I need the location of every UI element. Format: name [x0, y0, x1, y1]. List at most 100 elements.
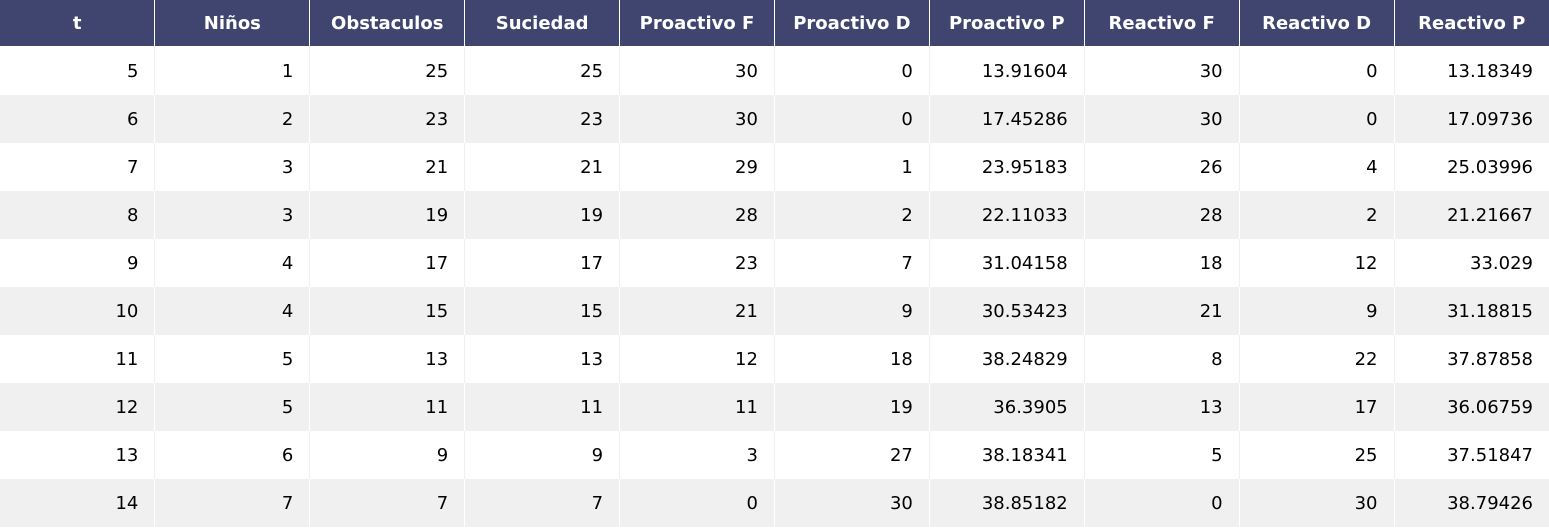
table-cell: 31.18815	[1394, 287, 1549, 335]
table-cell: 9	[464, 431, 621, 479]
table-cell: 9	[774, 287, 930, 335]
table-cell: 13	[0, 431, 156, 479]
table-cell: 36.3905	[929, 383, 1085, 431]
table-cell: 38.79426	[1394, 479, 1549, 527]
table-cell: 14	[0, 479, 156, 527]
table-cell: 29	[619, 143, 775, 191]
table-cell: 21	[619, 287, 775, 335]
table-cell: 9	[1239, 287, 1395, 335]
table-cell: 11	[0, 335, 156, 383]
table-cell: 11	[619, 383, 775, 431]
table-cell: 8	[1084, 335, 1240, 383]
column-header-t[interactable]: t	[0, 0, 156, 47]
table-cell: 23	[464, 95, 621, 143]
table-cell: 19	[309, 191, 466, 239]
table-cell: 38.24829	[929, 335, 1085, 383]
table-cell: 28	[619, 191, 775, 239]
table-cell: 17.09736	[1394, 95, 1549, 143]
table-cell: 21.21667	[1394, 191, 1549, 239]
table-cell: 13	[1084, 383, 1240, 431]
table-cell: 26	[1084, 143, 1240, 191]
table-cell: 23	[309, 95, 466, 143]
table-cell: 12	[1239, 239, 1395, 287]
table-cell: 7	[774, 239, 930, 287]
column-header-reactivo-f[interactable]: Reactivo F	[1084, 0, 1240, 47]
table-row: 10 4 15 15 21 9 30.53423 21 9 31.18815	[0, 287, 1549, 335]
table-cell: 4	[1239, 143, 1395, 191]
table-cell: 38.85182	[929, 479, 1085, 527]
table-cell: 5	[154, 383, 311, 431]
column-header-suciedad[interactable]: Suciedad	[464, 0, 621, 47]
table-cell: 5	[154, 335, 311, 383]
table-cell: 30	[1084, 95, 1240, 143]
table-cell: 0	[619, 479, 775, 527]
table-cell: 17	[309, 239, 466, 287]
table-cell: 18	[1084, 239, 1240, 287]
table-cell: 31.04158	[929, 239, 1085, 287]
table-cell: 13.91604	[929, 46, 1085, 95]
table-cell: 25	[1239, 431, 1395, 479]
table-row: 8 3 19 19 28 2 22.11033 28 2 21.21667	[0, 191, 1549, 239]
table-cell: 22.11033	[929, 191, 1085, 239]
table-cell: 27	[774, 431, 930, 479]
table-cell: 19	[464, 191, 621, 239]
table-cell: 13.18349	[1394, 46, 1549, 95]
table-cell: 2	[154, 95, 311, 143]
table-cell: 13	[309, 335, 466, 383]
column-header-proactivo-d[interactable]: Proactivo D	[774, 0, 930, 47]
table-cell: 0	[774, 95, 930, 143]
table-cell: 36.06759	[1394, 383, 1549, 431]
table-cell: 4	[154, 287, 311, 335]
table-cell: 9	[0, 239, 156, 287]
table-row: 13 6 9 9 3 27 38.18341 5 25 37.51847	[0, 431, 1549, 479]
table-cell: 12	[0, 383, 156, 431]
column-header-reactivo-d[interactable]: Reactivo D	[1239, 0, 1395, 47]
table-cell: 9	[309, 431, 466, 479]
table-cell: 28	[1084, 191, 1240, 239]
table-cell: 6	[154, 431, 311, 479]
column-header-reactivo-p[interactable]: Reactivo P	[1394, 0, 1549, 47]
table-cell: 0	[1239, 95, 1395, 143]
table-cell: 11	[309, 383, 466, 431]
column-header-ninos[interactable]: Niños	[154, 0, 311, 47]
table-row: 14 7 7 7 0 30 38.85182 0 30 38.79426	[0, 479, 1549, 527]
table-cell: 21	[1084, 287, 1240, 335]
header-row: t Niños Obstaculos Suciedad Proactivo F …	[0, 0, 1549, 47]
table-cell: 7	[154, 479, 311, 527]
table-cell: 6	[0, 95, 156, 143]
table-cell: 7	[309, 479, 466, 527]
table-cell: 30	[619, 95, 775, 143]
column-header-proactivo-p[interactable]: Proactivo P	[929, 0, 1085, 47]
table-cell: 25.03996	[1394, 143, 1549, 191]
column-header-proactivo-f[interactable]: Proactivo F	[619, 0, 775, 47]
table-cell: 5	[0, 46, 156, 95]
table-cell: 17	[1239, 383, 1395, 431]
table-cell: 3	[619, 431, 775, 479]
table-cell: 21	[464, 143, 621, 191]
table-row: 9 4 17 17 23 7 31.04158 18 12 33.029	[0, 239, 1549, 287]
table-cell: 23	[619, 239, 775, 287]
table-cell: 19	[774, 383, 930, 431]
table-row: 7 3 21 21 29 1 23.95183 26 4 25.03996	[0, 143, 1549, 191]
table-cell: 25	[309, 46, 466, 95]
table-header: t Niños Obstaculos Suciedad Proactivo F …	[0, 0, 1549, 47]
table-cell: 10	[0, 287, 156, 335]
table-cell: 15	[464, 287, 621, 335]
table-cell: 5	[1084, 431, 1240, 479]
table-cell: 0	[1239, 46, 1395, 95]
table-cell: 38.18341	[929, 431, 1085, 479]
table-cell: 18	[774, 335, 930, 383]
table-cell: 1	[154, 46, 311, 95]
table-row: 12 5 11 11 11 19 36.3905 13 17 36.06759	[0, 383, 1549, 431]
table-cell: 30	[774, 479, 930, 527]
table-body: 5 1 25 25 30 0 13.91604 30 0 13.18349 6 2 23 23 30 0 17.…	[0, 46, 1549, 527]
table-cell: 7	[464, 479, 621, 527]
table-cell: 37.51847	[1394, 431, 1549, 479]
table-cell: 0	[1084, 479, 1240, 527]
table-cell: 30	[1084, 46, 1240, 95]
table-cell: 11	[464, 383, 621, 431]
table-cell: 12	[619, 335, 775, 383]
column-header-obstaculos[interactable]: Obstaculos	[309, 0, 466, 47]
table-cell: 21	[309, 143, 466, 191]
table-cell: 2	[1239, 191, 1395, 239]
